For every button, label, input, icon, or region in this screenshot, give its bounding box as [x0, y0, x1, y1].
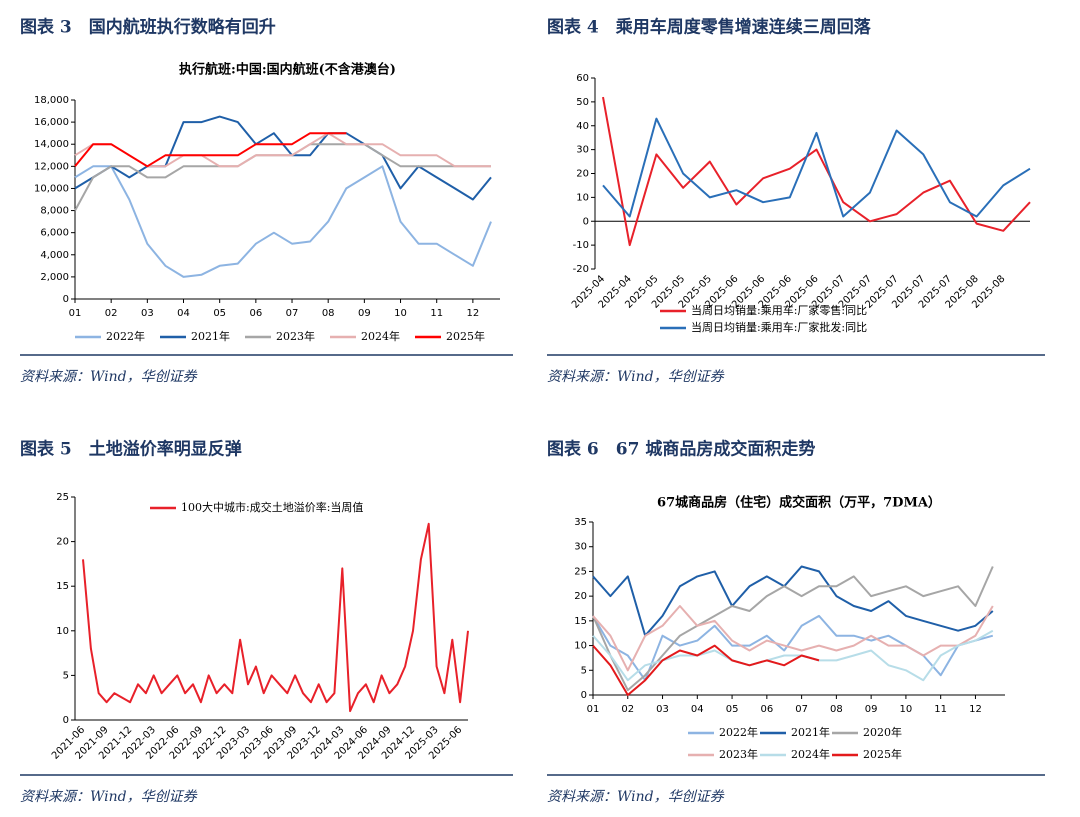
x-tick-label: 03 — [656, 704, 669, 715]
series-line — [74, 132, 347, 168]
legend-label: 2020年 — [863, 725, 902, 739]
figure-caption: 图表 4 乘用车周度零售增速连续三周回落 — [547, 17, 872, 38]
series-line — [592, 565, 994, 637]
x-tick-label: 04 — [691, 704, 704, 715]
y-tick-label: 0 — [583, 216, 589, 227]
x-tick-label: 12 — [969, 704, 982, 715]
x-tick-label: 08 — [830, 704, 843, 715]
x-tick-label: 06 — [760, 704, 773, 715]
y-tick-label: 6,000 — [40, 228, 69, 239]
x-tick-label: 07 — [795, 704, 808, 715]
y-tick-label: 8,000 — [40, 206, 69, 217]
source-note: 资料来源：Wind，华创证券 — [20, 789, 198, 805]
series-line — [82, 522, 469, 713]
legend-label: 当周日均销量:乘用车:厂家零售:同比 — [691, 303, 867, 317]
y-tick-label: 2,000 — [40, 272, 69, 283]
source-note: 资料来源：Wind，华创证券 — [547, 789, 725, 805]
x-tick-label: 02 — [621, 704, 634, 715]
y-tick-label: 10 — [56, 626, 69, 637]
y-tick-label: 50 — [576, 97, 589, 108]
figure-caption: 图表 6 67 城商品房成交面积走势 — [547, 439, 815, 460]
x-tick-label: 06 — [249, 308, 262, 319]
source-note: 资料来源：Wind，华创证券 — [20, 369, 198, 385]
x-tick-label: 01 — [587, 704, 600, 715]
y-tick-label: 12,000 — [34, 161, 69, 172]
legend-label: 2023年 — [276, 329, 315, 343]
x-tick-label: 09 — [865, 704, 878, 715]
y-tick-label: 5 — [63, 670, 69, 681]
legend-label: 2024年 — [791, 747, 830, 761]
figure-caption: 图表 5 土地溢价率明显反弹 — [20, 439, 242, 460]
y-tick-label: -20 — [573, 264, 589, 275]
y-tick-label: 60 — [576, 73, 589, 84]
series-line — [74, 115, 492, 201]
x-tick-label: 05 — [726, 704, 739, 715]
x-tick-label: 02 — [105, 308, 118, 319]
y-tick-label: 25 — [574, 566, 587, 577]
series-line — [592, 644, 820, 696]
legend-label: 2024年 — [361, 329, 400, 343]
x-tick-label: 07 — [286, 308, 299, 319]
y-tick-label: 18,000 — [34, 95, 69, 106]
series-line — [74, 143, 491, 212]
y-tick-label: 35 — [574, 517, 587, 528]
x-tick-label: 11 — [934, 704, 947, 715]
y-tick-label: 0 — [63, 715, 69, 726]
y-tick-label: 30 — [574, 542, 587, 553]
x-tick-label: 12 — [467, 308, 480, 319]
x-tick-label: 09 — [358, 308, 371, 319]
y-tick-label: 15 — [574, 616, 587, 627]
series-line — [74, 165, 492, 278]
y-tick-label: 14,000 — [34, 139, 69, 150]
legend-label: 100大中城市:成交土地溢价率:当周值 — [181, 500, 363, 514]
x-tick-label: 04 — [177, 308, 190, 319]
y-tick-label: 5 — [581, 665, 587, 676]
y-tick-label: 15 — [56, 581, 69, 592]
y-tick-label: 40 — [576, 121, 589, 132]
y-tick-label: 20 — [576, 169, 589, 180]
series-line — [592, 629, 994, 682]
legend-label: 2021年 — [191, 329, 230, 343]
y-tick-label: 30 — [576, 145, 589, 156]
y-tick-label: 10 — [576, 192, 589, 203]
x-tick-label: 10 — [900, 704, 913, 715]
series-line — [602, 96, 1031, 247]
series-line — [602, 117, 1031, 218]
y-tick-label: 4,000 — [40, 250, 69, 261]
legend-label: 2025年 — [446, 329, 485, 343]
series-line — [592, 605, 994, 672]
series-line — [592, 614, 994, 682]
x-tick-label: 01 — [69, 308, 82, 319]
x-tick-label: 03 — [141, 308, 154, 319]
chart-title: 67城商品房（住宅）成交面积（万平，7DMA） — [657, 495, 941, 511]
y-tick-label: -10 — [573, 240, 589, 251]
legend-label: 2025年 — [863, 747, 902, 761]
source-note: 资料来源：Wind，华创证券 — [547, 369, 725, 385]
y-tick-label: 16,000 — [34, 117, 69, 128]
y-tick-label: 0 — [63, 294, 69, 305]
series-line — [592, 566, 994, 692]
chart-title: 执行航班:中国:国内航班(不含港澳台) — [179, 62, 396, 78]
x-tick-label: 05 — [213, 308, 226, 319]
figure: 图表 5 土地溢价率明显反弹资料来源：Wind，华创证券051015202520… — [20, 439, 513, 805]
y-tick-label: 20 — [574, 591, 587, 602]
x-tick-label: 10 — [394, 308, 407, 319]
legend-label: 2022年 — [106, 329, 145, 343]
y-tick-label: 10 — [574, 641, 587, 652]
x-tick-label: 08 — [322, 308, 335, 319]
y-tick-label: 0 — [581, 690, 587, 701]
x-tick-label: 11 — [430, 308, 443, 319]
y-tick-label: 20 — [56, 537, 69, 548]
legend-label: 2023年 — [719, 747, 758, 761]
legend-label: 2021年 — [791, 725, 830, 739]
y-tick-label: 25 — [56, 492, 69, 503]
legend-label: 当周日均销量:乘用车:厂家批发:同比 — [691, 320, 867, 334]
y-tick-label: 10,000 — [34, 183, 69, 194]
legend-label: 2022年 — [719, 725, 758, 739]
figure-caption: 图表 3 国内航班执行数略有回升 — [20, 17, 276, 38]
